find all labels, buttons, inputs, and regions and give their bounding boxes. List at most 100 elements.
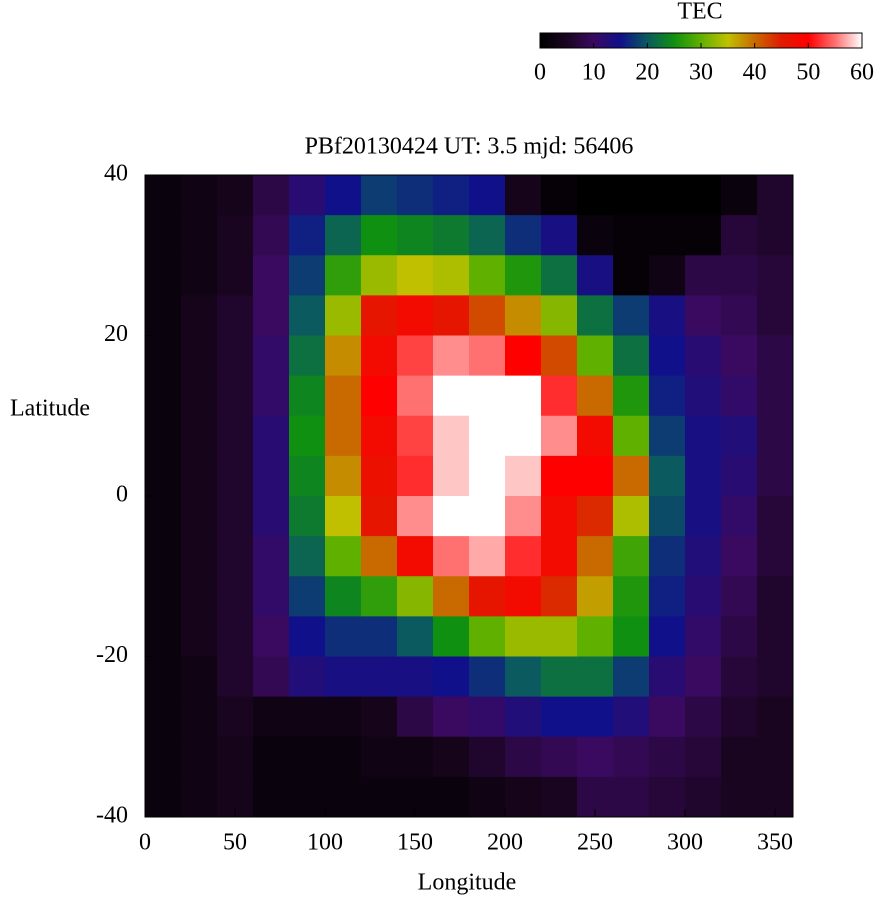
heat-cell: [397, 536, 434, 577]
heat-cell: [397, 375, 434, 417]
heat-cell: [397, 295, 434, 336]
heat-cell: [145, 696, 182, 738]
heat-cell: [469, 736, 506, 778]
heat-cell: [145, 736, 182, 778]
heat-cell: [469, 536, 506, 577]
heat-cell: [397, 455, 434, 497]
heat-cell: [361, 295, 398, 336]
heat-cell: [181, 255, 218, 296]
heat-cell: [145, 496, 182, 537]
y-tick-label: 0: [116, 482, 128, 508]
heat-cell: [685, 536, 722, 577]
heat-cell: [469, 335, 506, 377]
heat-cell: [685, 696, 722, 738]
heat-cell: [181, 656, 218, 698]
heat-cell: [181, 415, 218, 457]
heat-cell: [505, 255, 542, 296]
y-tick-label: 20: [104, 321, 128, 347]
heat-cell: [685, 776, 722, 818]
heat-cell: [757, 656, 794, 698]
heat-cell: [577, 576, 614, 617]
heat-cell: [649, 455, 686, 497]
heat-cell: [757, 375, 794, 417]
heat-cell: [325, 375, 362, 417]
heat-cell: [685, 255, 722, 296]
heat-cell: [613, 616, 650, 657]
heat-cell: [721, 536, 758, 577]
heat-cell: [217, 576, 254, 617]
heat-cell: [433, 335, 470, 377]
heat-cell: [217, 255, 254, 296]
heat-cell: [505, 455, 542, 497]
heat-cell: [721, 736, 758, 778]
heat-cell: [577, 255, 614, 296]
heat-cell: [397, 255, 434, 296]
heat-cell: [361, 576, 398, 617]
heat-cell: [325, 335, 362, 377]
heat-cell: [325, 576, 362, 617]
heat-cell: [289, 215, 326, 256]
heat-cell: [613, 496, 650, 537]
heat-cell: [685, 415, 722, 457]
heat-cell: [613, 415, 650, 457]
heat-cell: [649, 175, 686, 216]
heat-cell: [541, 696, 578, 738]
heat-cell: [757, 616, 794, 657]
heat-cell: [541, 215, 578, 256]
heat-cell: [289, 255, 326, 296]
heat-cell: [181, 696, 218, 738]
heat-cell: [721, 295, 758, 336]
heat-cell: [289, 375, 326, 417]
heat-cell: [253, 616, 290, 657]
heat-cell: [577, 696, 614, 738]
heat-cell: [217, 215, 254, 256]
heat-cell: [469, 776, 506, 818]
heat-cell: [253, 295, 290, 336]
heat-cell: [325, 736, 362, 778]
heat-cell: [613, 455, 650, 497]
heat-cell: [181, 295, 218, 336]
heat-cell: [685, 335, 722, 377]
x-tick-label: 200: [487, 830, 523, 856]
heat-cell: [721, 776, 758, 818]
heat-cell: [541, 736, 578, 778]
heat-cell: [289, 776, 326, 818]
heat-cell: [397, 616, 434, 657]
heat-cell: [181, 335, 218, 377]
heat-cell: [721, 375, 758, 417]
heat-cell: [721, 616, 758, 657]
heat-cell: [469, 175, 506, 216]
heat-cell: [505, 656, 542, 698]
heat-cell: [505, 215, 542, 256]
heat-cell: [541, 776, 578, 818]
heat-cell: [577, 616, 614, 657]
heat-cell: [181, 736, 218, 778]
heat-cell: [253, 536, 290, 577]
heat-cell: [505, 295, 542, 336]
heat-cell: [613, 576, 650, 617]
heat-cell: [217, 455, 254, 497]
heat-cell: [397, 415, 434, 457]
heat-cell: [433, 656, 470, 698]
heat-cell: [685, 295, 722, 336]
heat-cell: [613, 295, 650, 336]
heat-cell: [577, 656, 614, 698]
colorbar-tick-label: 60: [850, 60, 874, 86]
heat-cell: [649, 736, 686, 778]
heat-cell: [505, 496, 542, 537]
heat-cell: [361, 776, 398, 818]
heat-cell: [649, 415, 686, 457]
heat-cell: [289, 455, 326, 497]
colorbar-tick-label: 50: [796, 60, 820, 86]
y-tick-label: 40: [104, 161, 128, 187]
heat-cell: [145, 536, 182, 577]
heat-cell: [505, 776, 542, 818]
heat-cell: [361, 415, 398, 457]
heat-cell: [649, 776, 686, 818]
heat-cell: [253, 656, 290, 698]
x-tick-label: 300: [667, 830, 703, 856]
heat-cell: [145, 776, 182, 818]
heat-cell: [289, 616, 326, 657]
heat-cell: [505, 536, 542, 577]
